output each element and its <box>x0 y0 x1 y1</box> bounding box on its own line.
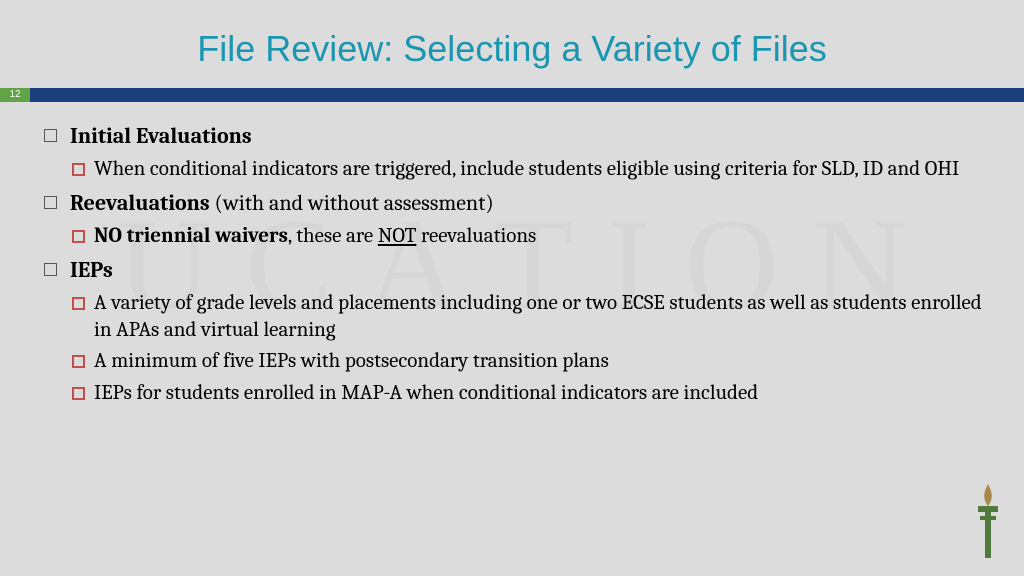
sub-bullet: When conditional indicators are triggere… <box>72 156 986 183</box>
sub-bold-lead: NO triennial waivers <box>94 224 288 248</box>
sub-bullet-text: A variety of grade levels and placements… <box>94 291 982 342</box>
sub-mid: , these are <box>288 224 378 248</box>
slide-body: Initial Evaluations When conditional ind… <box>0 102 1024 407</box>
divider-bar: 12 <box>0 88 1024 102</box>
bullet-heading: Initial Evaluations <box>70 123 252 149</box>
title-prefix: File <box>197 28 265 69</box>
title-emphasis: Review <box>265 28 383 69</box>
slide-title-area: File Review: Selecting a Variety of File… <box>0 0 1024 88</box>
bullet-heading: IEPs <box>70 257 113 283</box>
bullet-ieps: IEPs <box>44 256 986 286</box>
slide-number-badge: 12 <box>0 88 30 102</box>
bullet-heading: Reevaluations <box>70 190 210 216</box>
sub-bullet: A variety of grade levels and placements… <box>72 290 986 345</box>
bullet-initial-evaluations: Initial Evaluations <box>44 122 986 152</box>
slide-title: File Review: Selecting a Variety of File… <box>0 28 1024 70</box>
sub-bullet-text: A minimum of five IEPs with postsecondar… <box>94 349 609 373</box>
bullet-heading-tail: (with and without assessment) <box>210 190 494 216</box>
sub-bullet: NO triennial waivers, these are NOT reev… <box>72 223 986 250</box>
title-suffix: : Selecting a Variety of Files <box>383 28 827 69</box>
sub-bullet-text: When conditional indicators are triggere… <box>94 157 959 181</box>
sub-bullet: IEPs for students enrolled in MAP-A when… <box>72 380 986 407</box>
sub-tail: reevaluations <box>416 224 536 248</box>
sub-underline: NOT <box>378 224 417 248</box>
bullet-reevaluations: Reevaluations (with and without assessme… <box>44 189 986 219</box>
sub-bullet: A minimum of five IEPs with postsecondar… <box>72 348 986 375</box>
torch-icon <box>970 482 1006 562</box>
sub-bullet-text: IEPs for students enrolled in MAP-A when… <box>94 381 758 405</box>
